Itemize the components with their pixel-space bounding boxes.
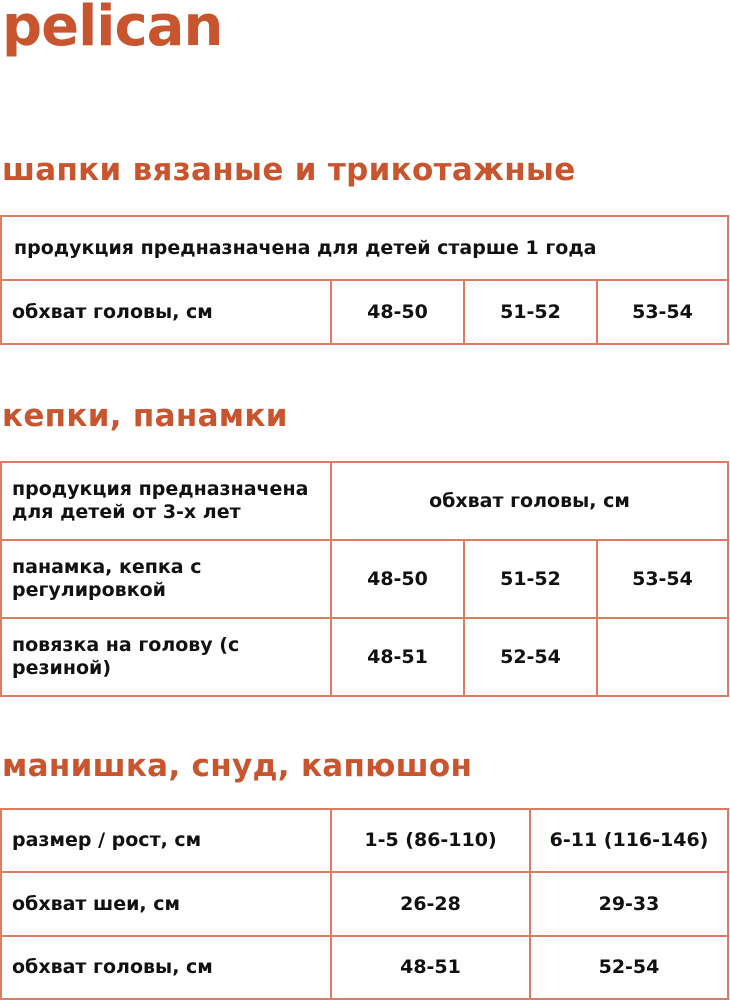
pelican-logo: pelican [2,0,223,59]
age-note: продукция предназначена для детей старше… [0,215,729,281]
size-cell: 52-54 [463,617,598,697]
row-label: обхват головы, см [0,935,332,1000]
section-title-knitted-hats: шапки вязаные и трикотажные [2,152,576,188]
row-label: обхват головы, см [0,279,332,345]
size-cell: 29-33 [529,871,729,937]
snoods-size-table: размер / рост, см 1-5 (86-110) 6-11 (116… [0,808,729,1000]
row-label: размер / рост, см [0,808,332,873]
size-cell [596,617,729,697]
size-cell: 1-5 (86-110) [330,808,531,873]
size-cell: 51-52 [463,279,598,345]
size-cell: 51-52 [463,539,598,619]
section-title-snoods: манишка, снуд, капюшон [2,748,473,784]
section-title-caps: кепки, панамки [2,398,288,434]
size-cell: 6-11 (116-146) [529,808,729,873]
size-cell: 53-54 [596,539,729,619]
column-header: обхват головы, см [330,461,729,541]
age-note: продукция предназначена для детей от 3-х… [0,461,332,541]
size-cell: 26-28 [330,871,531,937]
row-label: повязка на голову (с резиной) [0,617,332,697]
size-cell: 48-51 [330,617,465,697]
caps-size-table: продукция предназначена для детей от 3-х… [0,461,729,697]
size-cell: 48-50 [330,279,465,345]
row-label: обхват шеи, см [0,871,332,937]
size-cell: 48-51 [330,935,531,1000]
knitted-hats-size-table: продукция предназначена для детей старше… [0,215,729,345]
row-label: панамка, кепка с регулировкой [0,539,332,619]
size-cell: 52-54 [529,935,729,1000]
size-cell: 48-50 [330,539,465,619]
size-cell: 53-54 [596,279,729,345]
